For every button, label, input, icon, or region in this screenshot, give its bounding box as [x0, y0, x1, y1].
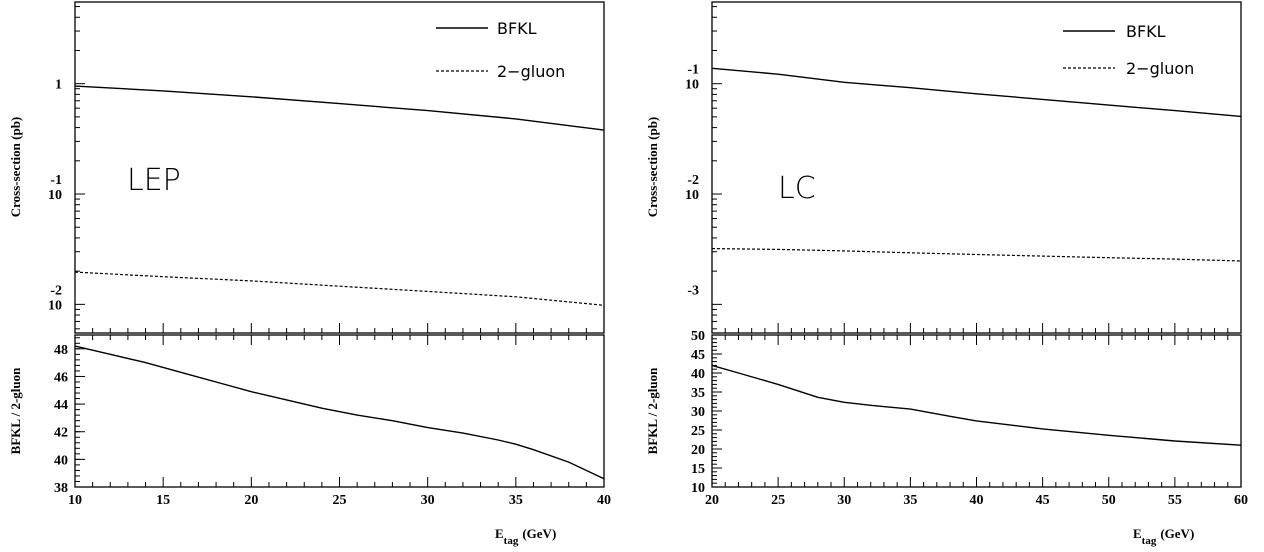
x-tick-label: 15 [156, 493, 170, 508]
y-tick-label: 46 [54, 370, 68, 385]
y-tick-label: 20 [691, 443, 705, 458]
series-line-bfkl [74, 85, 605, 131]
y-tick-label: 10 [48, 298, 62, 313]
y-tick-exponent: -1 [50, 173, 62, 188]
x-tick-label: 30 [837, 493, 851, 508]
x-tick-label: 40 [597, 493, 611, 508]
y-tick-label: 10 [691, 481, 705, 496]
y-tick-label: 30 [691, 405, 705, 420]
x-tick-label: 10 [68, 493, 82, 508]
y-tick-label: 10 [685, 78, 699, 93]
y-tick-label: 50 [691, 329, 705, 344]
series-line-two-gluon [711, 248, 1242, 262]
x-tick-label: 25 [771, 493, 785, 508]
y-tick-label: 40 [691, 367, 705, 382]
x-axis-label: Etag (GeV) [495, 526, 556, 547]
y-axis-label-top: Cross-section (pb) [645, 117, 660, 218]
legend-label: BFKL [1126, 22, 1166, 41]
y-tick-label: 10 [685, 188, 699, 203]
y-tick-label: 1 [55, 78, 62, 93]
y-tick-label: 42 [54, 426, 68, 441]
ratio-line [74, 345, 605, 480]
y-axis-label-top: Cross-section (pb) [8, 117, 23, 218]
y-tick-label: 35 [691, 386, 705, 401]
y-tick-label: 38 [54, 481, 68, 496]
panel-label: LC [778, 171, 816, 206]
x-tick-label: 55 [1168, 493, 1182, 508]
y-tick-label: 44 [54, 398, 68, 413]
y-tick-label: 45 [691, 348, 705, 363]
top-plot-frame [711, 1, 1242, 334]
series-line-two-gluon [74, 271, 605, 306]
y-tick-exponent: -3 [687, 283, 699, 298]
x-axis-label: Etag (GeV) [1133, 526, 1194, 547]
y-axis-label-bottom: BFKL / 2-gluon [8, 367, 23, 454]
x-tick-label: 40 [970, 493, 984, 508]
x-tick-label: 30 [421, 493, 435, 508]
y-tick-exponent: -1 [687, 63, 699, 78]
y-tick-label: 25 [691, 424, 705, 439]
legend-label: 2−gluon [1126, 59, 1194, 78]
x-tick-label: 20 [705, 493, 719, 508]
legend-label: BFKL [497, 19, 537, 38]
x-tick-label: 45 [1036, 493, 1050, 508]
y-axis-label-bottom: BFKL / 2-gluon [645, 367, 660, 454]
x-tick-label: 20 [244, 493, 258, 508]
x-tick-label: 25 [333, 493, 347, 508]
panel-label: LEP [127, 163, 181, 198]
x-tick-label: 35 [509, 493, 523, 508]
y-tick-exponent: -2 [687, 173, 699, 188]
y-tick-label: 15 [691, 462, 705, 477]
y-tick-label: 40 [54, 453, 68, 468]
ratio-line [711, 364, 1242, 446]
x-tick-label: 35 [903, 493, 917, 508]
x-tick-label: 60 [1234, 493, 1248, 508]
y-tick-exponent: -2 [50, 283, 62, 298]
y-tick-label: 10 [48, 188, 62, 203]
y-tick-label: 48 [54, 343, 68, 358]
bottom-plot-frame [711, 334, 1242, 488]
series-line-bfkl [711, 67, 1242, 118]
x-tick-label: 50 [1102, 493, 1116, 508]
legend-label: 2−gluon [497, 62, 565, 81]
